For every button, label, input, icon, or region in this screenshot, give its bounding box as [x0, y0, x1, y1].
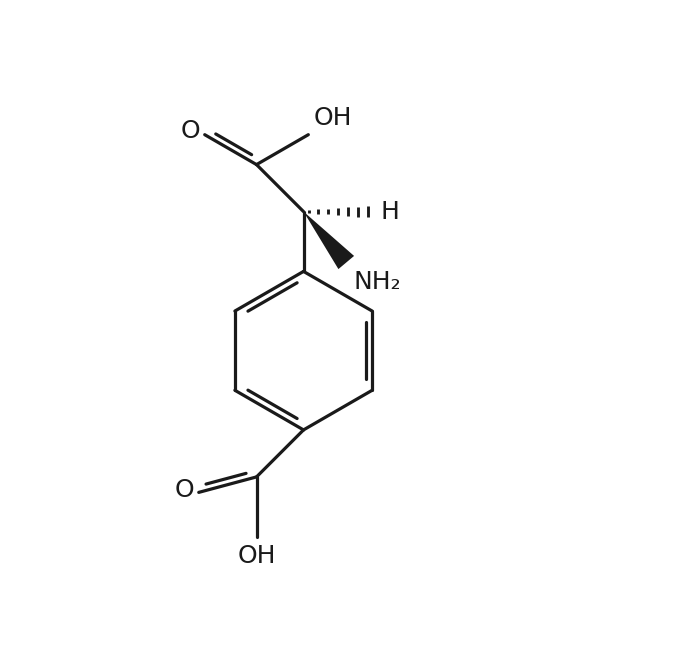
Text: O: O	[181, 119, 200, 143]
Text: NH₂: NH₂	[354, 270, 401, 294]
Text: O: O	[174, 478, 194, 502]
Text: OH: OH	[237, 544, 276, 568]
Text: OH: OH	[313, 106, 352, 129]
Polygon shape	[304, 212, 354, 269]
Text: H: H	[381, 200, 400, 224]
